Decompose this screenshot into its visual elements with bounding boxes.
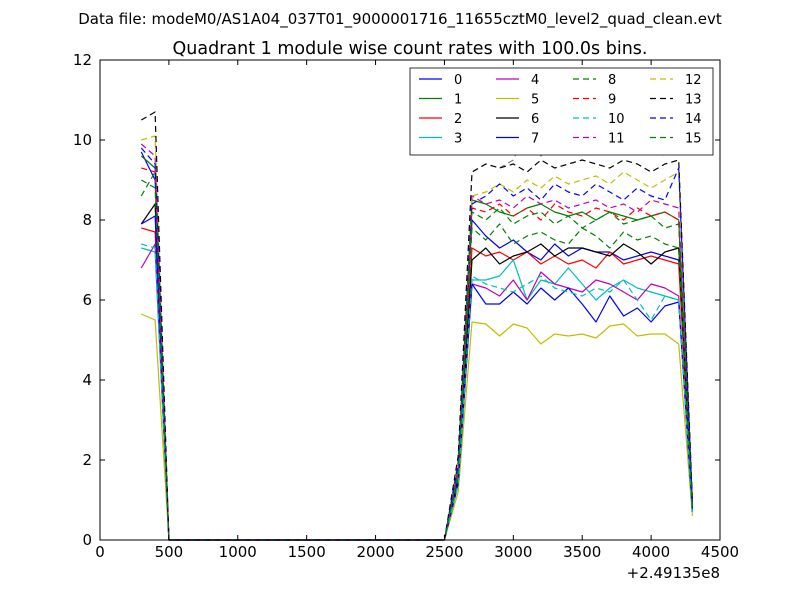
- legend-label-15: 15: [685, 132, 702, 147]
- x-tick-label: 500: [155, 543, 184, 561]
- y-tick-label: 8: [82, 211, 92, 229]
- y-tick-label: 10: [73, 131, 92, 149]
- x-tick-label: 0: [95, 543, 105, 561]
- x-tick-label: 2500: [425, 543, 463, 561]
- y-tick-label: 12: [73, 51, 92, 69]
- legend-label-3: 3: [454, 132, 462, 147]
- x-tick-label: 4000: [632, 543, 670, 561]
- legend-label-2: 2: [454, 112, 462, 127]
- legend-label-10: 10: [608, 112, 625, 127]
- x-tick-label: 3500: [563, 543, 601, 561]
- chart-title: Quadrant 1 module wise count rates with …: [173, 39, 648, 59]
- y-tick-label: 0: [82, 531, 92, 549]
- x-tick-label: 1500: [288, 543, 326, 561]
- legend-label-12: 12: [685, 73, 702, 88]
- legend-label-9: 9: [608, 93, 616, 108]
- x-offset-label: +2.49135e8: [627, 564, 720, 582]
- x-tick-label: 1000: [219, 543, 257, 561]
- x-tick-label: 3000: [494, 543, 532, 561]
- x-tick-label: 4500: [701, 543, 739, 561]
- legend-label-14: 14: [685, 112, 702, 127]
- x-tick-label: 2000: [356, 543, 394, 561]
- tick-layer: 0 500 1000 1500 2000 2500 3000 3500 4000 4500 0 2 4 6…: [73, 51, 739, 561]
- legend-label-7: 7: [531, 132, 539, 147]
- legend-label-11: 11: [608, 132, 625, 147]
- legend-label-0: 0: [454, 73, 462, 88]
- legend-label-5: 5: [531, 93, 539, 108]
- y-tick-label: 6: [82, 291, 92, 309]
- legend-label-6: 6: [531, 112, 539, 127]
- legend-label-13: 13: [685, 93, 702, 108]
- legend-label-4: 4: [531, 73, 539, 88]
- y-tick-label: 2: [82, 451, 92, 469]
- legend-label-8: 8: [608, 73, 616, 88]
- legend-frame: [409, 67, 714, 156]
- legend-label-1: 1: [454, 93, 462, 108]
- y-tick-label: 4: [82, 371, 92, 389]
- chart-suptitle: Data file: modeM0/AS1A04_037T01_90000017…: [78, 10, 722, 29]
